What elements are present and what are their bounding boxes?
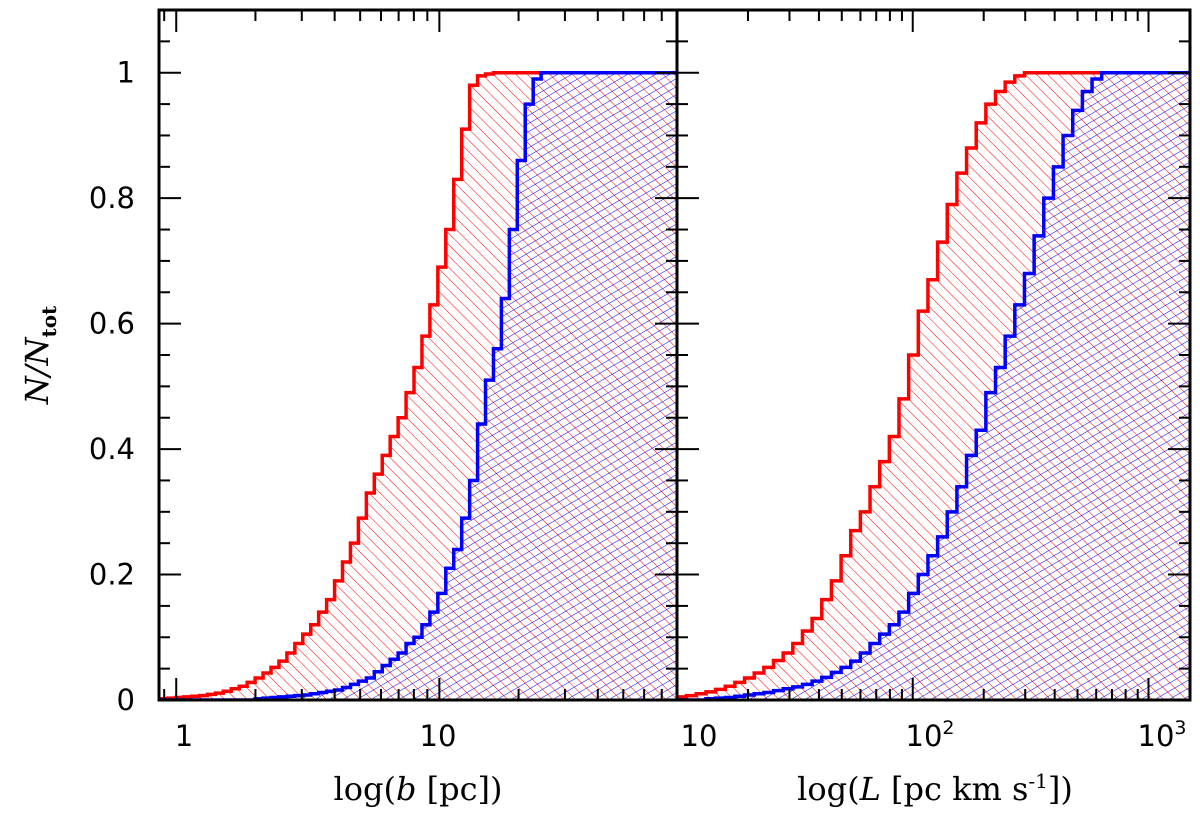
y-tick-label: 0 (117, 683, 135, 717)
x-tick-label: 1 (175, 719, 193, 753)
x-tick-label: 102 (906, 717, 955, 753)
right-frame (675, 8, 1192, 702)
blue-series-hatch (677, 72, 1189, 700)
x-tick-label: 103 (1138, 717, 1187, 753)
x-tick-label: 10 (681, 719, 718, 753)
y-tick-label: 1 (117, 56, 135, 90)
blue-series-step-line (159, 70, 677, 700)
left-panel (157, 8, 679, 702)
blue-series-hatch (159, 72, 677, 700)
left-x-tick-labels: 1 10 (175, 719, 457, 753)
red-series-step-line (159, 70, 677, 700)
right-ticks (676, 9, 1190, 701)
right-x-axis-label: log(L [pc km s-1]) (797, 769, 1073, 808)
y-tick-label: 0.8 (89, 181, 135, 215)
blue-series-step-line (677, 70, 1189, 700)
y-tick-label: 0.4 (89, 432, 135, 466)
y-tick-label: 0.6 (89, 307, 135, 341)
y-axis-label: N/Ntot (18, 305, 61, 405)
right-series-layer (677, 70, 1189, 700)
right-x-tick-labels: 10 102 103 (681, 717, 1187, 753)
left-series-layer (159, 70, 677, 700)
right-panel (675, 8, 1192, 702)
y-tick-label: 0.2 (89, 558, 135, 592)
left-x-axis-label: log(b [pc]) (334, 770, 503, 808)
x-tick-label: 10 (420, 719, 457, 753)
red-series-step-line (677, 70, 1189, 700)
y-tick-labels: 0 0.2 0.4 0.6 0.8 1 (89, 56, 135, 717)
